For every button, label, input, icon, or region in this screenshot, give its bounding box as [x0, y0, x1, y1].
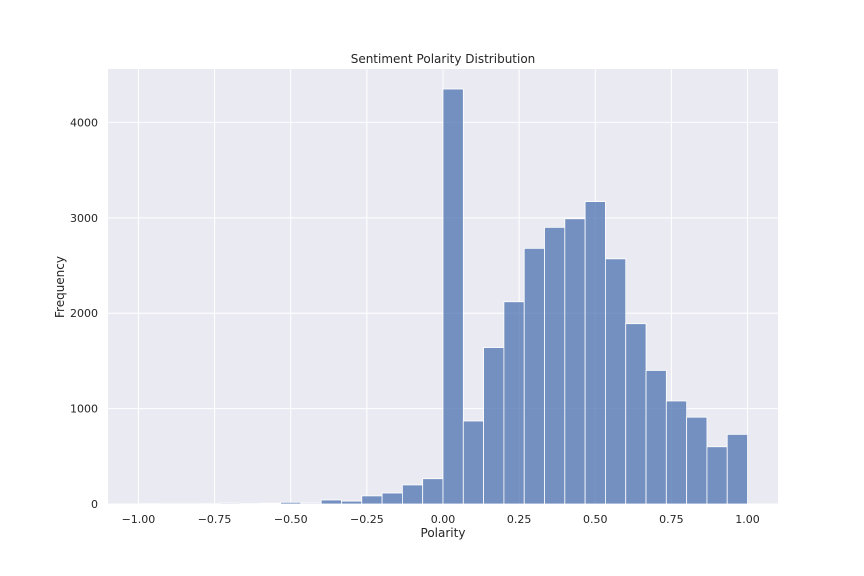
- x-tick-label: −0.75: [198, 513, 232, 526]
- histogram-bar: [422, 478, 444, 505]
- y-tick-label: 0: [91, 498, 98, 511]
- histogram-bar: [280, 501, 302, 505]
- y-tick-label: 3000: [70, 212, 98, 225]
- y-tick-label: 2000: [70, 307, 98, 320]
- histogram-bar: [402, 484, 424, 505]
- x-tick-label: 0.25: [507, 513, 532, 526]
- y-tick-label: 4000: [70, 116, 98, 129]
- x-tick-label: 1.00: [735, 513, 760, 526]
- histogram-bar: [523, 247, 545, 505]
- histogram-bar: [442, 88, 464, 505]
- histogram-bar: [341, 500, 363, 505]
- histogram-bar: [665, 400, 688, 505]
- histogram-bar: [584, 201, 606, 505]
- histogram-bar: [645, 370, 667, 505]
- chart-title: Sentiment Polarity Distribution: [351, 52, 536, 66]
- histogram-bar: [381, 492, 403, 505]
- histogram-bar: [483, 347, 505, 505]
- x-tick-label: −0.50: [274, 513, 308, 526]
- histogram-bar: [320, 499, 342, 505]
- histogram-bar: [726, 433, 748, 505]
- y-axis-label: Frequency: [53, 256, 67, 318]
- histogram-bar: [544, 226, 566, 505]
- histogram-bar: [462, 420, 484, 505]
- histogram-bar: [503, 301, 525, 505]
- y-tick-label: 1000: [70, 403, 98, 416]
- histogram-bar: [361, 495, 383, 505]
- x-tick-label: 0.50: [583, 513, 608, 526]
- y-axis-ticks: 0 1000 2000 3000 4000: [70, 116, 98, 511]
- x-axis-ticks: −1.00 −0.75 −0.50 −0.25 0.00 0.25 0.50 0.75 1.00: [122, 513, 760, 526]
- histogram-bar: [259, 502, 281, 505]
- x-axis-label: Polarity: [421, 526, 466, 540]
- x-tick-label: 0.00: [431, 513, 456, 526]
- histogram-bar: [300, 502, 322, 505]
- histogram-bar: [686, 416, 708, 505]
- x-tick-label: −1.00: [122, 513, 156, 526]
- x-tick-label: 0.75: [659, 513, 684, 526]
- histogram-bar: [605, 258, 627, 505]
- histogram-bar: [625, 323, 647, 505]
- x-tick-label: −0.25: [350, 513, 384, 526]
- histogram-bar: [564, 218, 586, 505]
- histogram-bar: [706, 446, 728, 505]
- histogram-bars: [138, 88, 748, 505]
- histogram-bar: [219, 502, 241, 505]
